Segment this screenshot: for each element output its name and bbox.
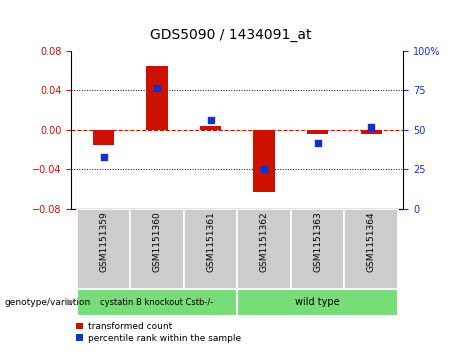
Text: wild type: wild type (296, 297, 340, 307)
Bar (200, 126, 221, 130)
Bar (291, 209, 344, 289)
Bar (77, 209, 130, 289)
Bar (237, 289, 398, 316)
Bar (93, 130, 114, 144)
Text: genotype/variation: genotype/variation (5, 298, 91, 307)
Bar (147, 66, 168, 130)
Bar (237, 209, 291, 289)
Bar (344, 209, 398, 289)
Point (367, 124, 375, 130)
Bar (77, 289, 237, 316)
Text: GSM1151359: GSM1151359 (99, 211, 108, 272)
Legend: transformed count, percentile rank within the sample: transformed count, percentile rank withi… (76, 322, 241, 343)
Text: cystatin B knockout Cstb-/-: cystatin B knockout Cstb-/- (100, 298, 214, 307)
Text: GSM1151360: GSM1151360 (153, 211, 162, 272)
Bar (361, 130, 382, 134)
Point (100, 155, 107, 160)
Point (207, 117, 214, 123)
Text: GDS5090 / 1434091_at: GDS5090 / 1434091_at (150, 28, 311, 42)
Bar (254, 130, 275, 192)
Polygon shape (67, 299, 75, 306)
Point (314, 140, 321, 146)
Text: GSM1151362: GSM1151362 (260, 211, 269, 272)
Point (260, 166, 268, 172)
Bar (307, 130, 328, 134)
Text: GSM1151361: GSM1151361 (206, 211, 215, 272)
Bar (184, 209, 237, 289)
Bar (130, 209, 184, 289)
Text: GSM1151363: GSM1151363 (313, 211, 322, 272)
Text: GSM1151364: GSM1151364 (367, 211, 376, 272)
Point (154, 85, 161, 91)
